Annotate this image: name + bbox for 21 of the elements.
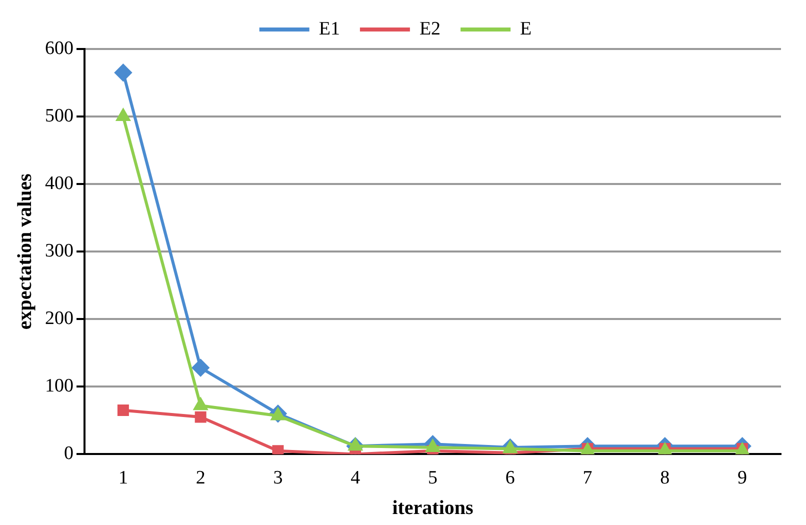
y-tick-label: 200 [45,308,74,330]
y-tick-label: 300 [45,240,74,262]
x-axis-title: iterations [392,497,474,520]
x-tick-label: 7 [582,468,592,489]
x-tick-label: 4 [350,468,361,489]
x-tick-label: 5 [428,468,438,489]
y-tick-label: 600 [45,38,74,59]
x-tick-label: 2 [196,468,206,489]
legend-label: E1 [318,18,340,40]
x-tick-label: 1 [118,468,128,489]
legend-label: E [520,18,532,40]
legend-label: E2 [419,18,441,40]
y-tick-label: 100 [45,376,74,397]
x-tick-label: 6 [505,468,515,489]
y-axis-title: expectation values [14,173,36,330]
x-tick-label: 8 [660,468,670,489]
x-tick-label: 3 [273,468,283,489]
y-tick-label: 500 [45,106,74,127]
y-tick-label: 0 [64,443,74,464]
x-tick-label: 9 [738,468,748,489]
y-tick-label: 400 [45,173,74,194]
